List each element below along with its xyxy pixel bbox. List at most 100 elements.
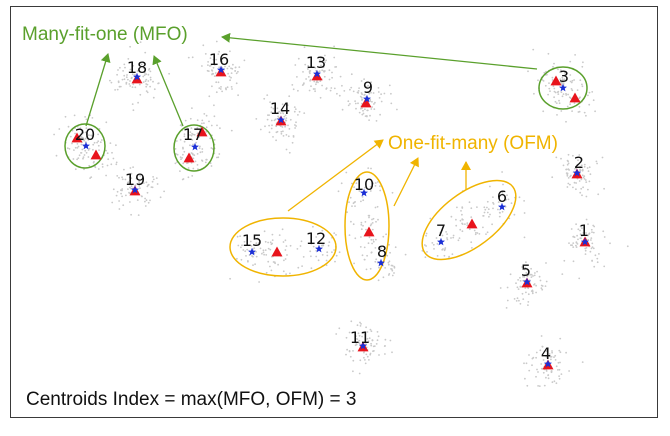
noise-point	[144, 51, 147, 54]
noise-point	[518, 299, 520, 302]
noise-point	[131, 103, 134, 105]
noise-point	[312, 88, 315, 90]
noise-point	[473, 229, 476, 232]
noise-point	[566, 72, 569, 74]
noise-point	[439, 234, 441, 237]
mfo-arrow-20	[85, 53, 111, 127]
noise-point	[549, 355, 551, 357]
noise-point	[66, 147, 69, 150]
centroid-star-3	[559, 83, 567, 92]
noise-point	[120, 189, 122, 192]
noise-point	[519, 302, 522, 305]
noise-point	[168, 72, 171, 75]
noise-point	[258, 281, 260, 283]
noise-point	[519, 276, 521, 279]
noise-point	[230, 86, 233, 88]
centroid-star-13	[313, 69, 321, 78]
noise-point	[370, 108, 373, 110]
centroid-star-9	[363, 94, 371, 103]
centroid-star-2	[573, 168, 581, 177]
noise-point	[88, 147, 91, 150]
noise-point	[196, 127, 199, 129]
noise-point	[367, 84, 369, 87]
noise-point	[213, 104, 215, 107]
noise-point	[393, 266, 396, 269]
noise-point	[307, 68, 309, 70]
centroid-star-14	[277, 115, 285, 124]
noise-point	[128, 83, 131, 85]
noise-point	[425, 232, 428, 235]
noise-point	[285, 273, 287, 276]
noise-point	[588, 166, 591, 169]
noise-point	[321, 254, 324, 256]
noise-point	[578, 277, 581, 280]
noise-point	[134, 73, 136, 76]
noise-point	[76, 158, 78, 161]
noise-point	[346, 348, 348, 351]
noise-point	[127, 181, 130, 184]
noise-point	[358, 190, 361, 192]
noise-point	[543, 384, 546, 387]
noise-point	[577, 238, 579, 241]
noise-point	[362, 199, 365, 202]
noise-point	[535, 351, 538, 354]
noise-point	[375, 238, 377, 241]
noise-point	[236, 235, 239, 238]
noise-point	[524, 266, 527, 269]
noise-point	[572, 154, 574, 157]
noise-point	[87, 128, 90, 131]
noise-point	[304, 63, 307, 66]
centroid-star-18	[133, 72, 141, 81]
noise-point	[333, 249, 335, 251]
noise-point	[569, 74, 572, 76]
noise-point	[378, 97, 381, 99]
noise-point	[377, 91, 380, 93]
noise-point	[217, 53, 220, 55]
noise-point	[319, 96, 322, 99]
noise-point	[583, 163, 586, 166]
noise-point	[459, 228, 462, 231]
noise-point	[404, 253, 407, 256]
noise-point	[376, 205, 379, 208]
noise-point	[285, 245, 288, 248]
noise-point	[352, 350, 354, 352]
noise-point	[468, 201, 471, 204]
noise-point	[391, 269, 394, 272]
noise-point	[118, 176, 120, 179]
noise-point	[210, 165, 213, 167]
noise-point	[297, 114, 299, 116]
noise-point	[126, 74, 128, 76]
noise-point	[333, 56, 336, 59]
noise-point	[547, 377, 550, 380]
noise-point	[531, 357, 534, 360]
noise-point	[243, 240, 246, 243]
noise-point	[492, 207, 494, 210]
noise-point	[538, 385, 541, 387]
noise-point	[371, 242, 373, 245]
noise-point	[115, 163, 118, 166]
noise-point	[387, 263, 390, 266]
noise-point	[452, 236, 455, 239]
noise-point	[196, 164, 199, 166]
noise-point	[149, 76, 152, 79]
noise-point	[444, 248, 446, 251]
noise-point	[205, 114, 208, 117]
noise-point	[541, 288, 544, 291]
noise-point	[307, 66, 309, 69]
noise-point	[191, 107, 193, 109]
noise-point	[294, 127, 296, 129]
noise-point	[579, 169, 581, 172]
noise-point	[271, 233, 274, 236]
noise-point	[107, 158, 110, 161]
noise-point	[347, 100, 350, 103]
noise-point	[85, 151, 88, 154]
noise-point	[314, 66, 317, 69]
noise-point	[191, 56, 194, 59]
noise-point	[470, 241, 473, 244]
noise-point	[302, 71, 304, 73]
noise-point	[569, 183, 571, 186]
noise-point	[82, 156, 85, 159]
noise-point	[281, 126, 284, 128]
noise-point	[327, 244, 330, 247]
noise-point	[572, 242, 575, 245]
